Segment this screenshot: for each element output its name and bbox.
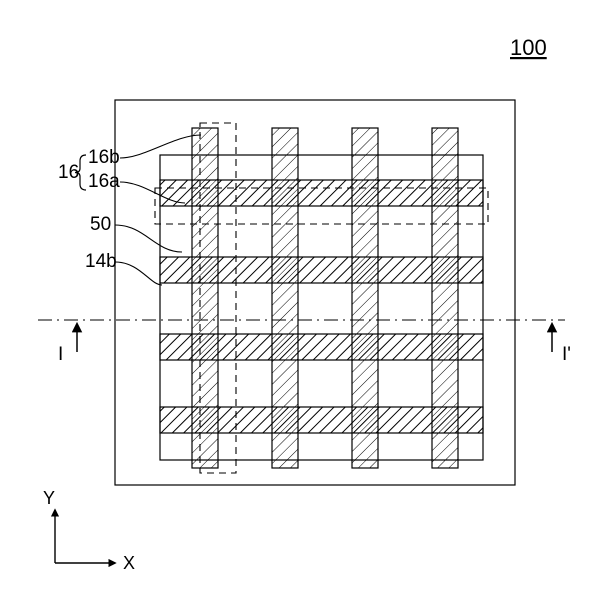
horizontal-bar-2 <box>160 334 483 360</box>
figure-number: 100 <box>510 35 547 60</box>
ref-label-50: 50 <box>90 214 111 235</box>
lead-line-50 <box>115 225 182 252</box>
horizontal-bar-3 <box>160 407 483 433</box>
axis-x-label: X <box>123 553 135 573</box>
ref-label-16a: 16a <box>88 171 120 192</box>
section-label-0: I <box>58 344 63 365</box>
lead-line-14b <box>115 262 162 285</box>
ref-label-16b: 16b <box>88 147 120 168</box>
ref-label-14b: 14b <box>85 251 117 272</box>
diagram-root: 100 I I' 16b 16a 50 14b 16 X Y <box>0 0 601 601</box>
ref-label-16: 16 <box>58 162 79 183</box>
horizontal-bar-0 <box>160 180 483 206</box>
section-label-1: I' <box>562 344 571 365</box>
axis-y-label: Y <box>43 488 55 508</box>
horizontal-bar-1 <box>160 257 483 283</box>
